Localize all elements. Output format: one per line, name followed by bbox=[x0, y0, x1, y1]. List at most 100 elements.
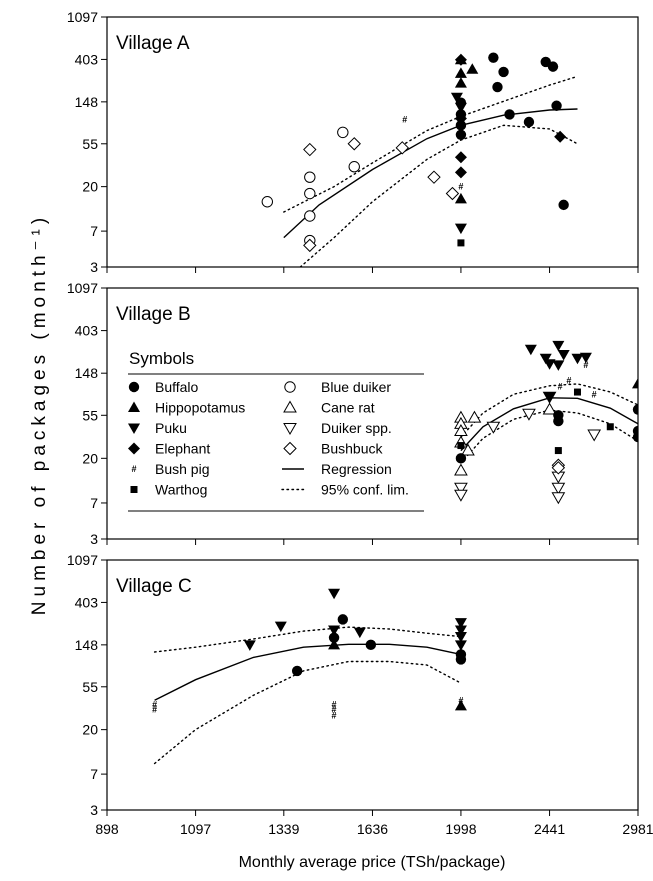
legend-swatch bbox=[128, 442, 140, 455]
point-bush-pig: # bbox=[402, 114, 407, 124]
point-bushbuck bbox=[303, 142, 317, 157]
regression-line bbox=[154, 643, 462, 701]
legend: Symbols Buffalo Blue duiker Hippopotamus Can… bbox=[124, 347, 427, 512]
legend-label: Duiker spp. bbox=[321, 420, 392, 436]
legend-label: Warthog bbox=[155, 482, 207, 498]
y-tick-label: 7 bbox=[90, 495, 98, 511]
point-duiker-spp bbox=[454, 489, 468, 502]
point-blue-duiker bbox=[337, 126, 349, 139]
ci-upper-line bbox=[283, 75, 579, 213]
legend-label: Bushbuck bbox=[321, 441, 383, 457]
point-bush-pig: # bbox=[558, 382, 563, 392]
legend-item-buffalo: Buffalo bbox=[128, 379, 199, 395]
point-bushbuck bbox=[427, 170, 441, 184]
point-buffalo bbox=[291, 665, 303, 677]
y-tick-label: 20 bbox=[82, 179, 98, 195]
point-hippopotamus bbox=[454, 77, 467, 88]
legend-item-regression: Regression bbox=[282, 461, 392, 477]
plot-area: ####### bbox=[152, 588, 467, 765]
y-tick-label: 403 bbox=[75, 51, 99, 67]
panel-village-c: 3 7 20 55 148 403 1097 898 1097 1339 1636 1998 2441 2… bbox=[67, 552, 653, 837]
point-bushbuck bbox=[347, 137, 361, 151]
regression-line bbox=[283, 108, 578, 239]
legend-label: Buffalo bbox=[155, 379, 199, 395]
ci-upper-line bbox=[460, 383, 638, 438]
y-tick-label: 3 bbox=[90, 531, 98, 547]
point-puku bbox=[454, 223, 467, 235]
point-hippopotamus bbox=[454, 67, 467, 78]
legend-label: Elephant bbox=[155, 441, 210, 457]
point-buffalo bbox=[492, 81, 503, 93]
point-cane-rat bbox=[467, 410, 482, 423]
y-tick-label: 403 bbox=[75, 594, 99, 610]
legend-item-bushbuck: Bushbuck bbox=[283, 441, 383, 457]
panel-title: Village C bbox=[116, 576, 192, 597]
legend-swatch bbox=[283, 423, 297, 436]
point-bushbuck bbox=[395, 141, 409, 155]
point-buffalo bbox=[504, 109, 515, 120]
point-puku bbox=[557, 349, 570, 361]
point-bush-pig: # bbox=[332, 700, 337, 710]
point-buffalo bbox=[498, 66, 509, 78]
legend-item-elephant: Elephant bbox=[128, 441, 210, 457]
point-puku bbox=[552, 340, 565, 352]
y-tick-label: 148 bbox=[75, 365, 99, 381]
point-duiker-spp bbox=[486, 421, 501, 434]
x-axis-label: Monthly average price (TSh/package) bbox=[239, 854, 506, 871]
point-puku bbox=[524, 344, 537, 356]
x-tick-label: 1998 bbox=[445, 821, 476, 837]
legend-item-puku: Puku bbox=[128, 420, 187, 436]
point-buffalo bbox=[455, 453, 467, 464]
panel-frame bbox=[106, 559, 639, 811]
x-tick-label: 1339 bbox=[268, 821, 299, 837]
point-warthog bbox=[573, 388, 581, 396]
point-buffalo bbox=[455, 654, 467, 665]
legend-swatch bbox=[283, 441, 297, 456]
x-tick-label: 1636 bbox=[357, 821, 388, 837]
legend-label: Hippopotamus bbox=[155, 400, 245, 416]
y-tick-label: 1097 bbox=[67, 280, 98, 296]
point-warthog bbox=[457, 442, 465, 450]
y-tick-label: 1097 bbox=[67, 9, 98, 25]
point-puku bbox=[454, 640, 467, 651]
legend-swatch bbox=[128, 401, 140, 412]
point-warthog bbox=[457, 239, 465, 247]
legend-swatch bbox=[128, 423, 140, 434]
y-tick-label: 3 bbox=[90, 259, 98, 275]
ci-lower-line bbox=[460, 409, 638, 464]
point-cane-rat bbox=[454, 463, 468, 476]
x-tick-label: 898 bbox=[95, 821, 119, 837]
y-tick-label: 148 bbox=[75, 94, 99, 110]
y-tick-label: 20 bbox=[82, 722, 98, 738]
point-blue-duiker bbox=[261, 196, 274, 208]
legend-label: Blue duiker bbox=[321, 379, 391, 395]
point-cane-rat bbox=[461, 443, 475, 456]
point-buffalo bbox=[547, 61, 559, 72]
legend-label: Cane rat bbox=[321, 400, 375, 416]
point-bush-pig: # bbox=[592, 389, 597, 399]
point-buffalo bbox=[455, 129, 467, 140]
point-puku bbox=[454, 625, 467, 637]
y-tick-label: 55 bbox=[82, 136, 98, 152]
point-duiker-spp bbox=[587, 429, 602, 442]
y-tick-label: 55 bbox=[82, 679, 98, 695]
y-tick-label: 20 bbox=[82, 450, 98, 466]
point-blue-duiker bbox=[304, 171, 316, 183]
ci-lower-line bbox=[153, 660, 462, 765]
y-tick-label: 403 bbox=[75, 323, 99, 339]
point-bushbuck bbox=[303, 238, 317, 253]
point-puku bbox=[454, 618, 467, 629]
point-hippopotamus bbox=[454, 699, 467, 711]
point-buffalo bbox=[558, 199, 569, 211]
point-blue-duiker bbox=[304, 187, 316, 200]
panel-frame bbox=[106, 16, 639, 268]
point-buffalo bbox=[328, 632, 340, 643]
point-puku bbox=[328, 588, 341, 600]
point-bush-pig: # bbox=[152, 705, 157, 715]
panel-title: Village A bbox=[116, 33, 190, 54]
y-tick-label: 55 bbox=[82, 407, 98, 423]
legend-swatch: # bbox=[131, 464, 136, 474]
point-cane-rat bbox=[542, 402, 557, 415]
